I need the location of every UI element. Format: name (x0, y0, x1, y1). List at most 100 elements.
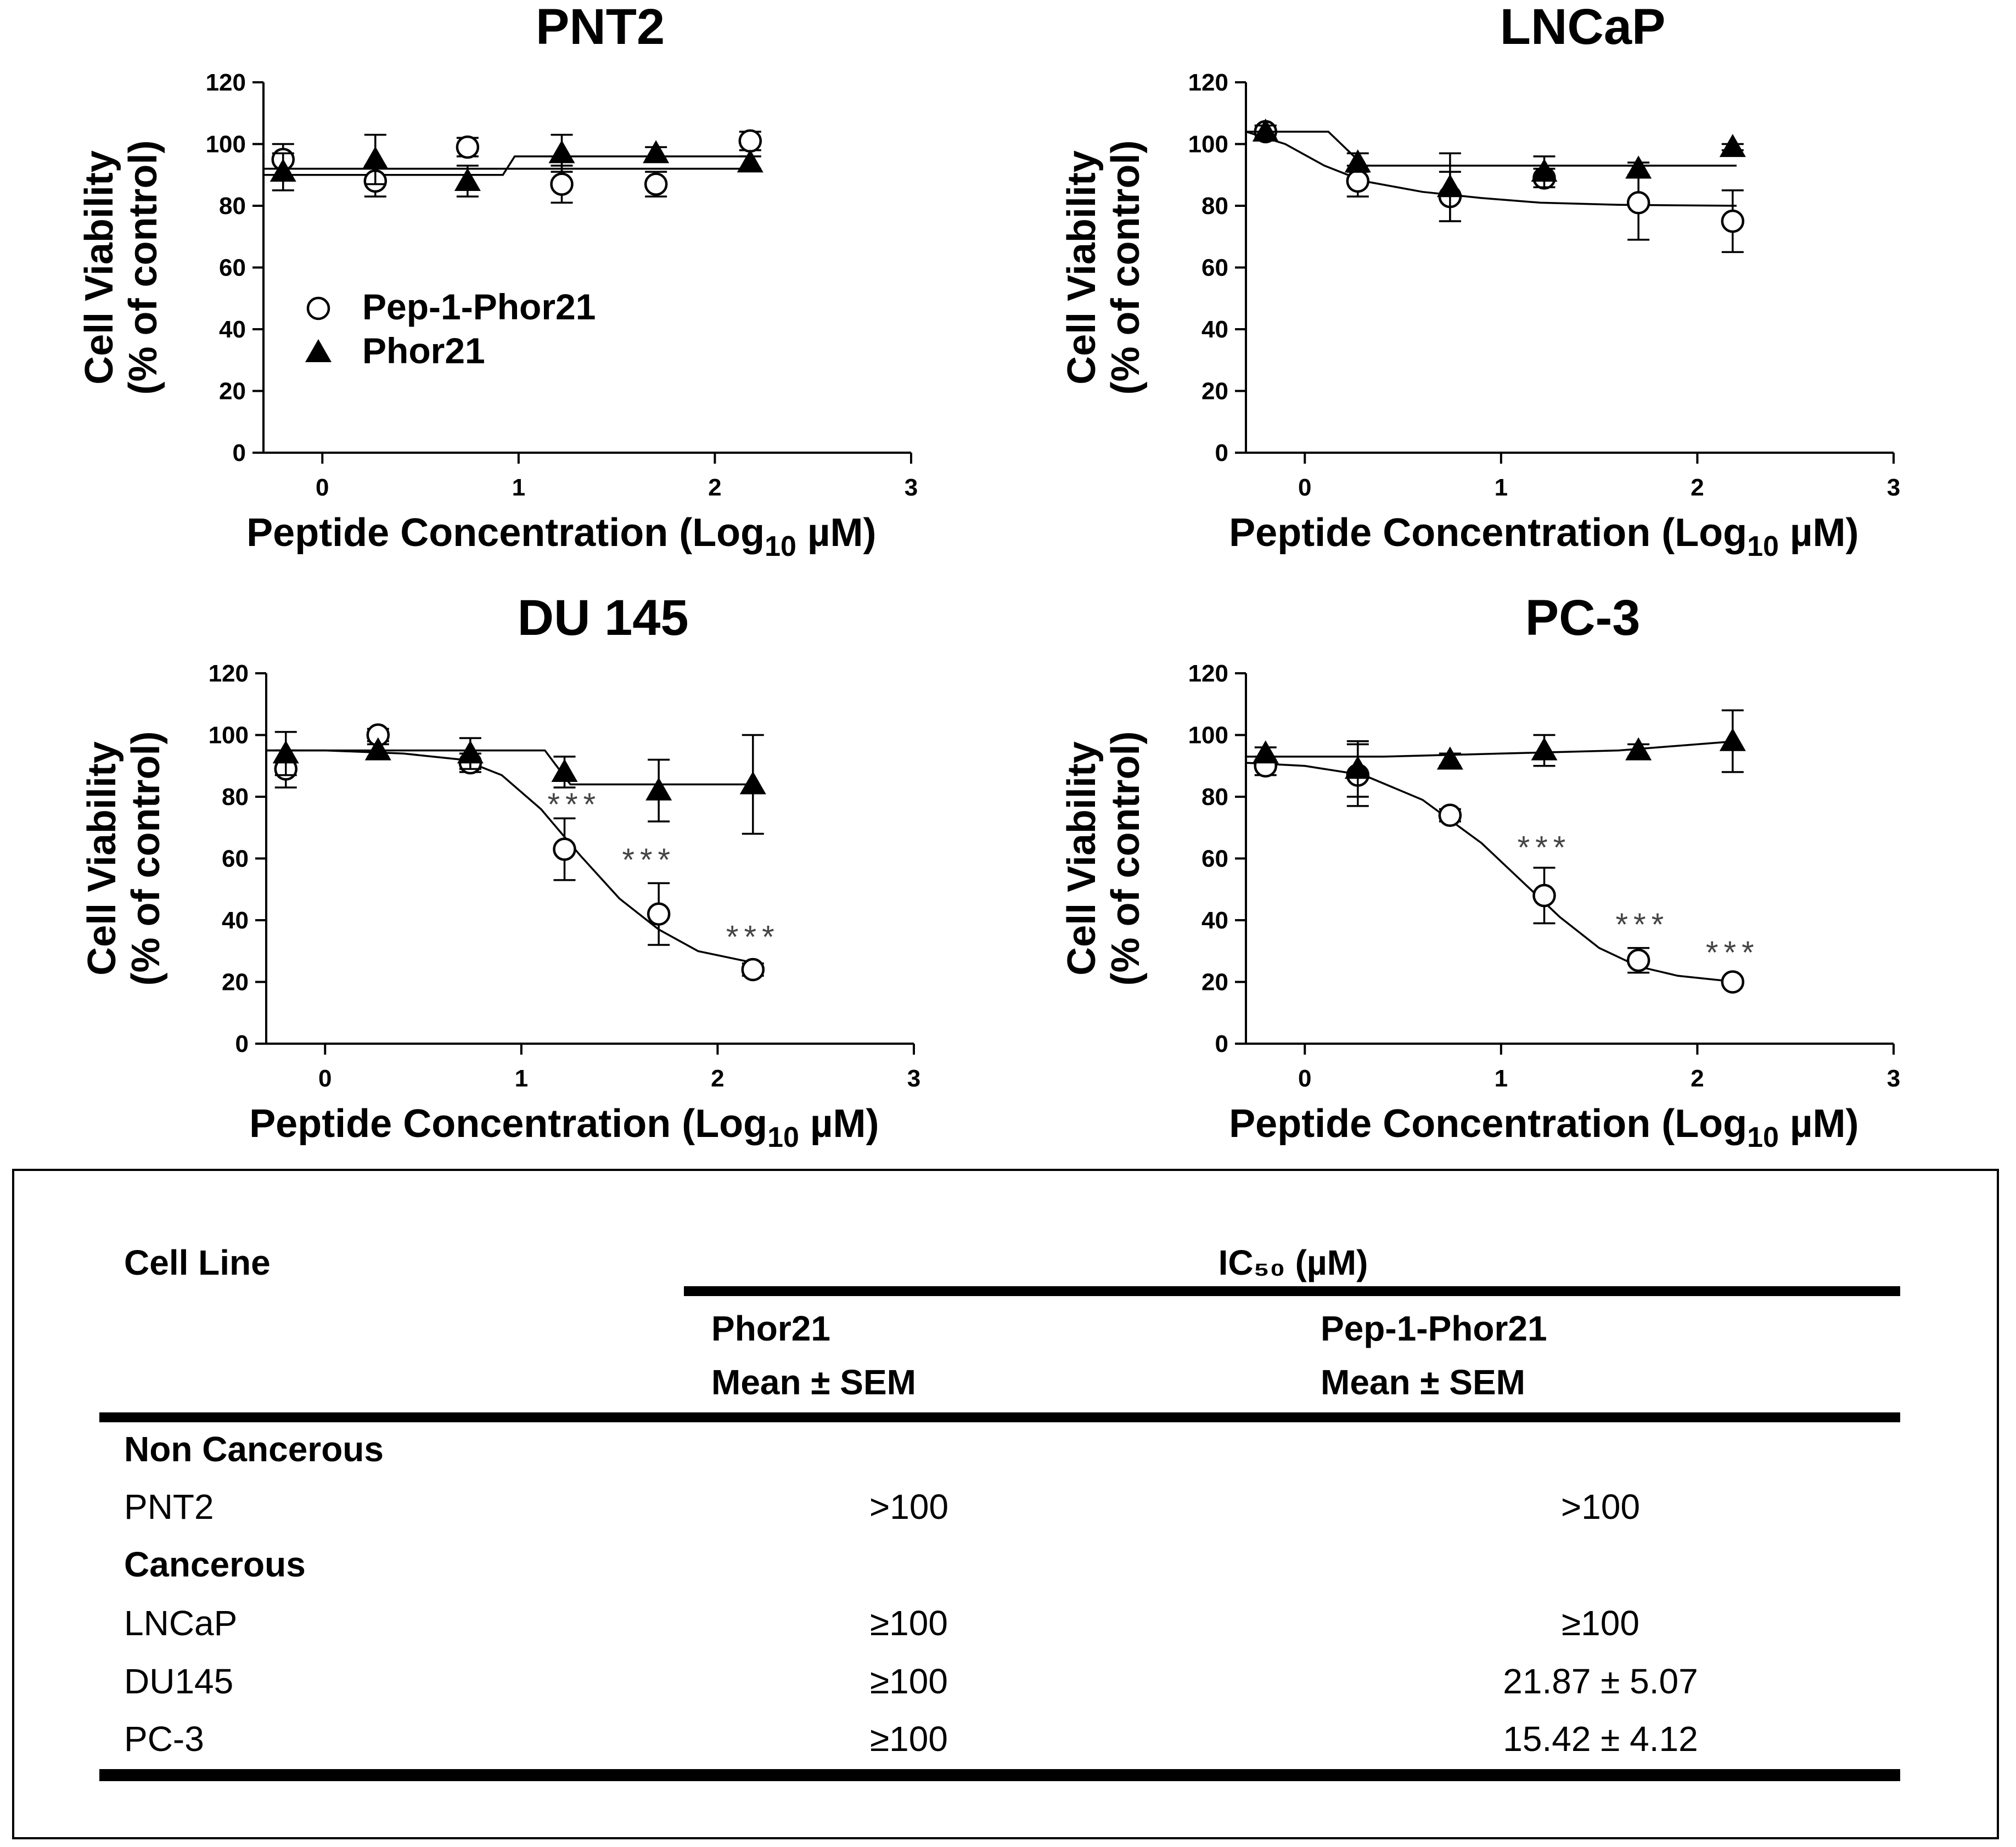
row-pep1-lncap: ≥100 (1562, 1603, 1639, 1643)
row-cell-pc3: PC-3 (124, 1719, 204, 1759)
y-axis-label-line2: (% of control) (121, 140, 165, 395)
group-non-cancerous: Non Cancerous (124, 1429, 384, 1469)
fit-line-phor21 (1246, 131, 1737, 167)
y-tick-label: 0 (1215, 1031, 1228, 1057)
marker-phor21 (1344, 149, 1371, 173)
y-tick-label: 120 (1188, 69, 1228, 96)
marker-phor21 (643, 140, 670, 164)
marker-phor21 (1344, 756, 1371, 779)
y-tick-label: 100 (1188, 131, 1228, 158)
y-tick-label: 0 (235, 1031, 249, 1057)
marker-phor21 (737, 149, 763, 173)
y-tick-label: 0 (233, 440, 246, 466)
marker-pep1 (738, 129, 762, 153)
col-header-phor21: Phor21 (711, 1309, 830, 1348)
marker-phor21 (1625, 737, 1652, 761)
y-tick-label: 80 (1201, 193, 1228, 219)
marker-pep1 (1721, 970, 1745, 994)
significance-annotation: *** (622, 842, 676, 878)
marker-phor21 (454, 168, 481, 191)
marker-pep1 (741, 958, 765, 982)
y-tick-label: 120 (1188, 660, 1228, 687)
y-tick-label: 20 (219, 378, 246, 405)
y-axis-label-line1: Cell Viability (77, 150, 121, 385)
col-header-pep1-mean-sem: Mean ± SEM (1321, 1362, 1525, 1402)
row-phor21-pc3: ≥100 (870, 1719, 948, 1759)
y-tick-label: 20 (1201, 378, 1228, 405)
x-tick-label: 2 (711, 1065, 724, 1092)
chart-title: PC-3 (1525, 590, 1641, 646)
marker-pep1 (644, 172, 668, 196)
y-tick-label: 40 (222, 907, 249, 934)
legend-marker-pep1 (306, 296, 330, 320)
marker-phor21 (1436, 174, 1463, 198)
marker-phor21 (1625, 155, 1652, 179)
row-cell-du145: DU145 (124, 1662, 234, 1701)
col-header-cell-line: Cell Line (124, 1243, 271, 1282)
x-tick-label: 3 (905, 474, 918, 501)
chart-panel-0: PNT2 0 20 40 60 80 100 120 0 1 2 3 Peptide Concentra… (77, 0, 918, 562)
x-tick-label: 1 (515, 1065, 528, 1092)
x-tick-label: 0 (1298, 474, 1311, 501)
ic50-header: IC₅₀ (µM) (1218, 1243, 1368, 1282)
chart-panel-2: DU 145 0 20 40 60 80 100 120 0 1 2 3 Peptide Concent… (80, 590, 920, 1153)
fit-line-pep1 (1245, 762, 1737, 983)
y-tick-label: 60 (222, 846, 249, 872)
y-tick-label: 100 (209, 722, 249, 749)
y-tick-label: 100 (206, 131, 246, 158)
marker-phor21 (269, 159, 296, 182)
col-header-phor21-mean-sem: Mean ± SEM (711, 1362, 916, 1402)
marker-phor21 (1531, 159, 1558, 182)
chart-title: LNCaP (1500, 0, 1666, 55)
x-tick-label: 2 (708, 474, 721, 501)
y-tick-label: 0 (1215, 440, 1228, 466)
y-tick-label: 80 (219, 193, 246, 219)
significance-annotation: *** (1706, 935, 1760, 971)
row-phor21-du145: ≥100 (870, 1662, 948, 1701)
bottom-rule (99, 1769, 1900, 1781)
y-tick-label: 80 (222, 784, 249, 810)
x-axis-label: Peptide Concentration (Log10 µM) (246, 511, 876, 562)
ic50-table: Cell Line IC₅₀ (µM) Phor21 Mean ± SEM Pe… (12, 1169, 1999, 1839)
x-tick-label: 0 (316, 474, 329, 501)
y-tick-label: 60 (219, 255, 246, 281)
row-cell-lncap: LNCaP (124, 1603, 238, 1643)
chart-panel-1: LNCaP 0 20 40 60 80 100 120 0 1 2 3 Peptide Concentr… (1060, 0, 1900, 562)
group-cancerous: Cancerous (124, 1545, 306, 1584)
y-tick-label: 60 (1201, 846, 1228, 872)
row-phor21-pnt2: >100 (869, 1487, 949, 1527)
legend-label: Pep-1-Phor21 (362, 286, 596, 327)
marker-pep1 (1532, 883, 1556, 908)
marker-phor21 (364, 737, 391, 761)
marker-phor21 (1252, 740, 1279, 764)
row-pep1-pc3: 15.42 ± 4.12 (1503, 1719, 1698, 1759)
header-rule (99, 1412, 1900, 1422)
marker-pep1 (456, 135, 480, 159)
significance-annotation: *** (1518, 830, 1571, 866)
y-tick-label: 120 (209, 660, 249, 687)
x-axis-label: Peptide Concentration (Log10 µM) (1229, 1102, 1858, 1153)
x-tick-label: 0 (318, 1065, 332, 1092)
fit-line-phor21 (1246, 740, 1737, 758)
y-axis-label-line2: (% of control) (124, 731, 168, 986)
y-axis-label-line1: Cell Viability (1060, 741, 1104, 976)
marker-phor21 (1531, 737, 1558, 761)
row-pep1-pnt2: >100 (1560, 1487, 1641, 1527)
marker-pep1 (1626, 191, 1650, 215)
legend-label: Phor21 (362, 330, 485, 371)
row-phor21-lncap: ≥100 (870, 1603, 948, 1643)
marker-phor21 (1436, 746, 1463, 770)
x-axis-label: Peptide Concentration (Log10 µM) (1229, 511, 1858, 562)
y-tick-label: 80 (1201, 784, 1228, 810)
x-tick-label: 1 (512, 474, 525, 501)
y-axis-label-line1: Cell Viability (80, 741, 124, 976)
significance-annotation: *** (548, 787, 602, 823)
marker-phor21 (457, 740, 484, 764)
marker-phor21 (1252, 119, 1279, 142)
chart-panel-3: PC-3 0 20 40 60 80 100 120 0 1 2 3 Peptide Concentra… (1060, 590, 1900, 1153)
y-tick-label: 20 (1201, 969, 1228, 996)
legend-marker-phor21 (305, 339, 332, 362)
marker-pep1 (1438, 803, 1462, 827)
x-axis-label: Peptide Concentration (Log10 µM) (249, 1102, 879, 1153)
y-axis-label-line2: (% of control) (1104, 731, 1148, 986)
